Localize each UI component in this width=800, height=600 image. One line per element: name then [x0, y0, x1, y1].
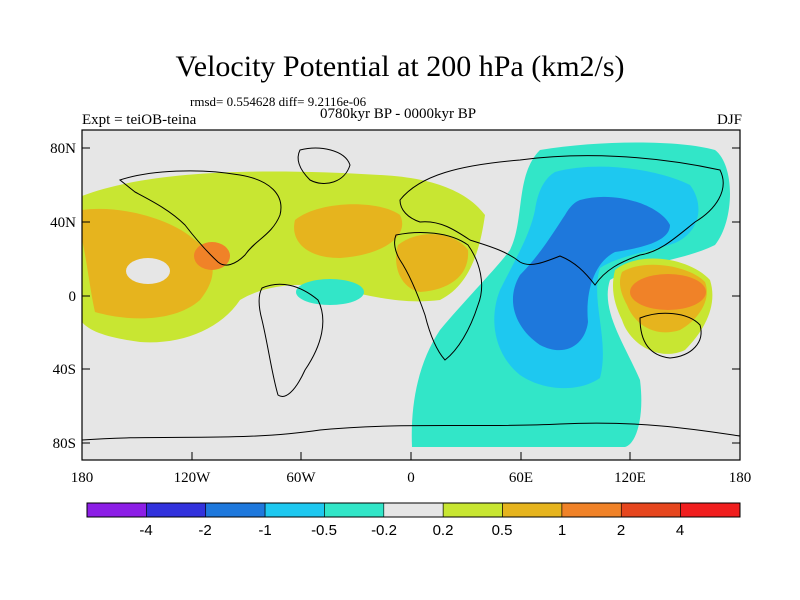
lon-label: 120E — [614, 470, 646, 486]
lon-label: 60W — [286, 470, 316, 486]
colorbar-box — [502, 502, 563, 518]
colorbar-box — [442, 502, 503, 518]
coastline-eurasia — [399, 155, 724, 286]
plot-frame — [81, 129, 741, 461]
stats-label: rmsd= 0.554628 diff= 9.2116e-06 — [190, 94, 367, 109]
lon-label: 180 — [729, 470, 752, 486]
map-title: Velocity Potential at 200 hPa (km2/s) — [175, 50, 625, 83]
contour-positive-0.5-africa — [396, 234, 469, 292]
lon-label: 180 — [71, 470, 94, 486]
lon-label: 0 — [407, 470, 415, 486]
lat-label: 40S — [53, 362, 76, 378]
colorbar-label: 0.5 — [492, 522, 513, 539]
coastline-antarctica — [82, 422, 740, 441]
colorbar-label: 1 — [558, 522, 566, 539]
lat-tick-marks — [82, 147, 740, 444]
colorbar-label: -0.2 — [371, 522, 397, 539]
contour-near-zero-pacific — [126, 258, 170, 284]
experiment-label: Expt = teiOB-teina — [82, 112, 197, 128]
colorbar-label: 0.2 — [433, 522, 454, 539]
colorbar-box — [86, 502, 147, 518]
coastline-north-america — [118, 170, 282, 266]
colorbar-boxes — [86, 502, 741, 518]
coastline-south-america — [258, 283, 324, 397]
colorbar-box — [324, 502, 385, 518]
lat-labels: 80N 40N 0 40S 80S — [50, 141, 76, 452]
lat-label: 0 — [69, 289, 77, 305]
colorbar-box — [146, 502, 207, 518]
colorbar-box — [561, 502, 622, 518]
lon-tick-marks — [81, 452, 741, 460]
colorbar-label: -1 — [258, 522, 271, 539]
colorbar-box — [205, 502, 266, 518]
colorbar-label: -4 — [139, 522, 152, 539]
colorbar-box — [680, 502, 741, 518]
contour-positive-1-maritime — [630, 274, 706, 310]
colorbar-label: 4 — [676, 522, 684, 539]
contour-negative-1 — [512, 196, 670, 351]
season-label: DJF — [716, 112, 742, 128]
coastline-africa — [394, 231, 483, 361]
contour-negative-0.2-small — [296, 279, 364, 305]
lat-label: 80S — [53, 436, 76, 452]
contour-fill — [82, 142, 730, 447]
lat-label: 40N — [50, 215, 76, 231]
lon-label: 120W — [174, 470, 212, 486]
coastline-australia — [639, 312, 702, 359]
colorbar-label: 2 — [617, 522, 625, 539]
lat-label: 80N — [50, 141, 76, 157]
lon-label: 60E — [509, 470, 533, 486]
colorbar-label: -0.5 — [311, 522, 337, 539]
colorbar-box — [383, 502, 444, 518]
colorbar-labels: -4 -2 -1 -0.5 -0.2 0.2 0.5 1 2 4 — [139, 522, 684, 539]
colorbar: -4 -2 -1 -0.5 -0.2 0.2 0.5 1 2 4 — [86, 502, 741, 539]
colorbar-label: -2 — [198, 522, 211, 539]
period-label: 0780kyr BP - 0000kyr BP — [320, 106, 477, 122]
colorbar-box — [264, 502, 325, 518]
lon-labels: 180 120W 60W 0 60E 120E 180 — [71, 470, 752, 486]
coastlines — [82, 147, 740, 441]
colorbar-box — [620, 502, 681, 518]
coastline-greenland — [297, 147, 351, 184]
contour-positive-0.5-atlantic — [294, 204, 403, 258]
